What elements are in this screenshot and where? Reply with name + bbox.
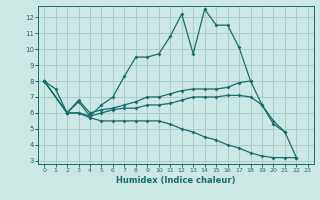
X-axis label: Humidex (Indice chaleur): Humidex (Indice chaleur) xyxy=(116,176,236,185)
